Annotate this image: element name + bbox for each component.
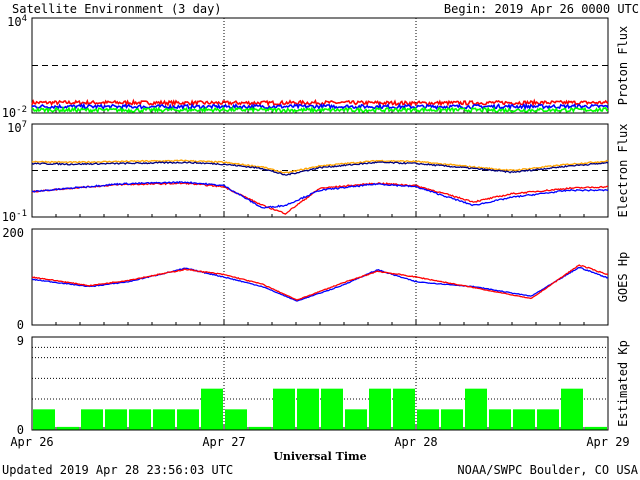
data-series-red xyxy=(31,264,609,301)
kp-bar xyxy=(57,426,79,430)
kp-bar xyxy=(585,426,607,430)
kp-bar xyxy=(105,409,127,430)
updated-timestamp: Updated 2019 Apr 28 23:56:03 UTC xyxy=(2,463,233,477)
x-tick-label: Apr 27 xyxy=(202,435,245,449)
data-series-red xyxy=(31,181,609,215)
kp-bar xyxy=(153,409,175,430)
kp-bar xyxy=(537,409,559,430)
y-tick-label: 107 xyxy=(7,120,27,135)
data-series-orange xyxy=(31,159,609,174)
kp-bar xyxy=(465,388,487,430)
data-series-navy xyxy=(31,161,609,176)
x-tick-label: Apr 29 xyxy=(586,435,629,449)
kp-bar xyxy=(129,409,151,430)
kp-bar xyxy=(249,426,271,430)
kp-bar xyxy=(489,409,511,430)
data-series-blue xyxy=(31,102,609,111)
y-axis-label: Proton Flux xyxy=(616,26,630,105)
kp-bar xyxy=(321,388,343,430)
y-tick-label: 9 xyxy=(17,334,24,348)
chart-title: Satellite Environment (3 day) xyxy=(12,2,222,16)
kp-bar xyxy=(369,388,391,430)
data-series-red xyxy=(31,98,609,108)
kp-bar xyxy=(33,409,55,430)
y-tick-label: 10-1 xyxy=(2,209,27,224)
kp-bar xyxy=(225,409,247,430)
kp-bar xyxy=(417,409,439,430)
kp-bar xyxy=(441,409,463,430)
data-series-blue xyxy=(31,267,609,302)
data-series-green xyxy=(31,105,609,115)
kp-bar xyxy=(81,409,103,430)
kp-bar xyxy=(393,388,415,430)
begin-date: Begin: 2019 Apr 26 0000 UTC xyxy=(444,2,639,16)
x-tick-label: Apr 26 xyxy=(10,435,53,449)
credit-text: NOAA/SWPC Boulder, CO USA xyxy=(457,463,638,477)
kp-bar xyxy=(561,388,583,430)
kp-bar xyxy=(177,409,199,430)
y-tick-label: 0 xyxy=(17,423,24,437)
kp-bar xyxy=(513,409,535,430)
y-tick-label: 200 xyxy=(2,226,24,240)
kp-bar xyxy=(297,388,319,430)
y-tick-label: 10-2 xyxy=(2,105,27,120)
kp-bar xyxy=(273,388,295,430)
panel-frame xyxy=(31,17,609,114)
panel-frame xyxy=(31,336,609,431)
y-axis-label: Estimated Kp xyxy=(616,340,630,427)
y-tick-label: 104 xyxy=(7,14,27,29)
y-axis-label: GOES Hp xyxy=(616,252,630,303)
x-tick-label: Apr 28 xyxy=(394,435,437,449)
panel-frame xyxy=(31,228,609,326)
kp-bar xyxy=(345,409,367,430)
kp-bar xyxy=(201,388,223,430)
y-tick-label: 0 xyxy=(17,318,24,332)
data-series-blue xyxy=(31,180,609,209)
y-axis-label: Electron Flux xyxy=(616,124,630,218)
x-axis-label: Universal Time xyxy=(273,450,366,463)
